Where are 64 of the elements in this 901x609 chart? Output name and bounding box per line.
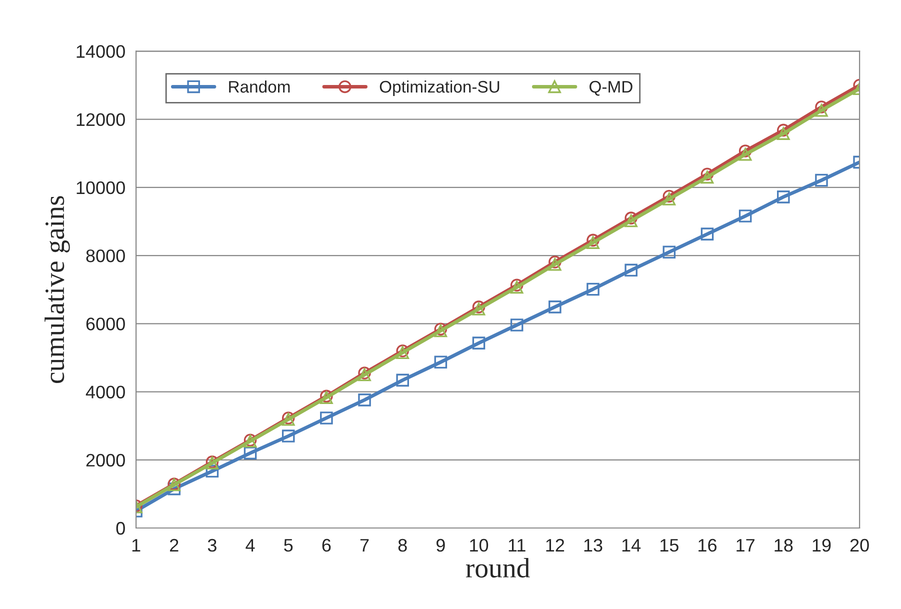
- y-tick-label: 0: [116, 522, 125, 535]
- point: [662, 246, 676, 259]
- point: [586, 236, 600, 249]
- x-tick-label: 18: [774, 538, 793, 552]
- point: [662, 192, 676, 206]
- point: [777, 127, 790, 140]
- point: [624, 214, 638, 228]
- x-axis-title: round: [466, 558, 530, 578]
- point: [738, 210, 752, 222]
- x-tick-label: 14: [622, 539, 641, 552]
- point: [358, 394, 371, 406]
- point: [320, 412, 333, 424]
- point: [777, 124, 790, 137]
- point: [396, 374, 409, 387]
- point: [282, 430, 295, 442]
- legend-label: Optimization-SU: [380, 80, 500, 96]
- x-tick-label: 4: [246, 539, 255, 552]
- x-tick-label: 11: [508, 539, 526, 552]
- legend-label: Q-MD: [590, 80, 632, 96]
- x-tick-label: 13: [584, 538, 602, 552]
- x-tick-label: 17: [736, 539, 754, 552]
- point: [700, 228, 714, 240]
- x-tick-label: 20: [850, 538, 869, 552]
- point: [244, 446, 257, 460]
- point: [700, 168, 714, 181]
- y-tick-label: 12000: [76, 113, 125, 126]
- point: [777, 190, 790, 204]
- point: [624, 264, 638, 277]
- x-tick-label: 5: [284, 539, 293, 552]
- point: [548, 300, 562, 314]
- x-tick-label: 2: [170, 538, 178, 552]
- point: [700, 170, 714, 184]
- point: [624, 212, 638, 224]
- x-tick-label: 3: [208, 538, 216, 552]
- point: [815, 100, 828, 114]
- point: [586, 282, 600, 296]
- point: [815, 174, 828, 187]
- x-tick-label: 10: [470, 538, 488, 552]
- y-tick-label: 4000: [86, 386, 125, 398]
- x-tick-label: 19: [812, 538, 831, 552]
- point: [472, 336, 486, 350]
- point: [815, 104, 828, 117]
- y-tick-label: 2000: [86, 454, 125, 467]
- point: [548, 258, 562, 271]
- y-axis-title: cumulative gains: [44, 196, 70, 384]
- point: [510, 318, 524, 332]
- point: [662, 190, 676, 203]
- x-tick-label: 7: [360, 539, 369, 552]
- y-tick-label: 6000: [86, 318, 125, 330]
- x-tick-label: 12: [546, 538, 564, 552]
- x-tick-label: 8: [398, 538, 407, 552]
- point: [434, 356, 448, 369]
- x-tick-label: 15: [660, 539, 678, 552]
- x-tick-label: 16: [698, 538, 716, 552]
- y-tick-label: 10000: [76, 181, 125, 194]
- x-tick-label: 1: [132, 539, 140, 552]
- y-tick-label: 14000: [76, 45, 125, 58]
- y-tick-label: 8000: [86, 249, 125, 262]
- point: [548, 256, 562, 268]
- point: [738, 148, 752, 161]
- x-tick-label: 6: [322, 538, 331, 552]
- point: [738, 144, 752, 158]
- legend-label: Random: [229, 80, 290, 93]
- x-tick-label: 9: [436, 538, 445, 552]
